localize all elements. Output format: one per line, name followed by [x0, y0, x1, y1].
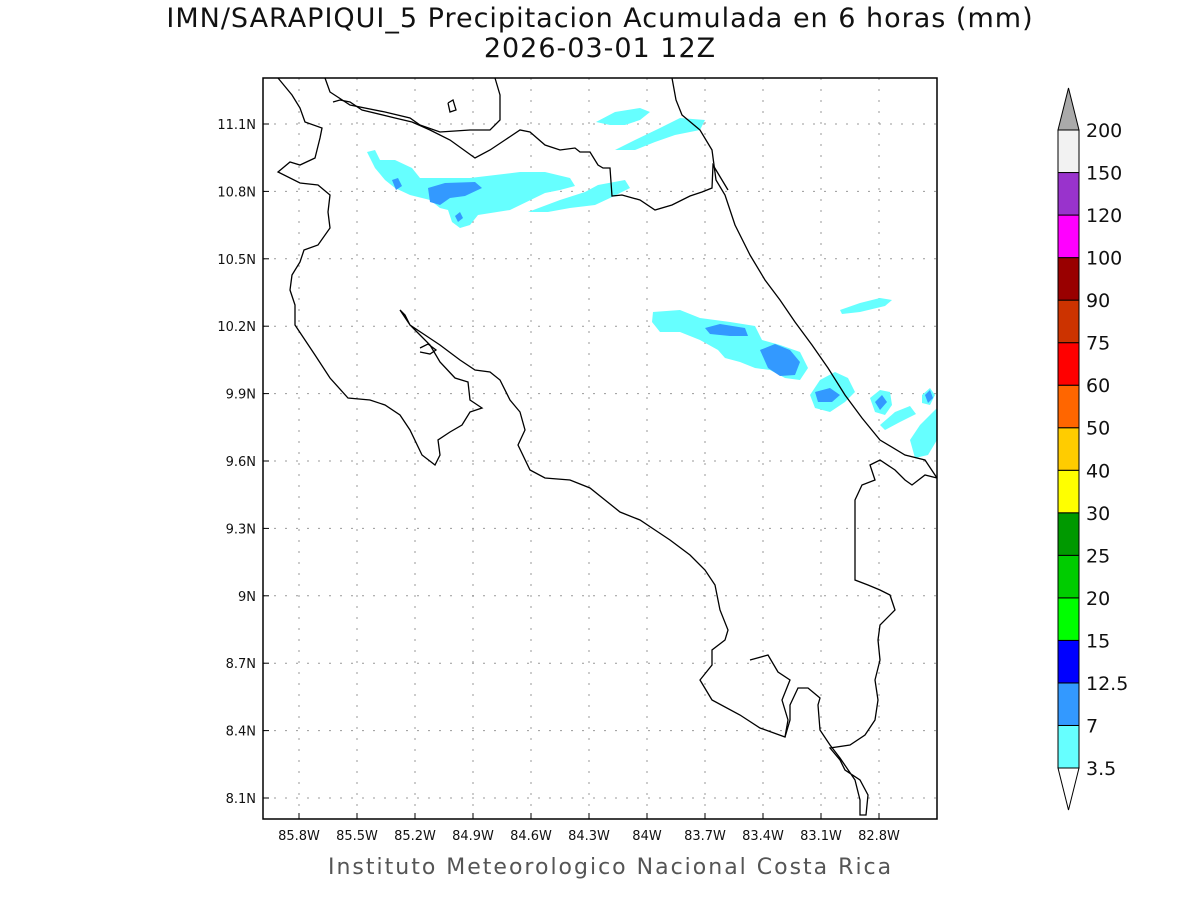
colorbar-label: 7 [1086, 715, 1098, 737]
colorbar-label: 30 [1086, 503, 1110, 525]
caribbean-coastline [671, 77, 938, 479]
lat-tick-label: 8.7N [226, 657, 256, 672]
precip-area-medium [705, 324, 748, 336]
colorbar-label: 12.5 [1086, 673, 1128, 695]
longitude-ticks: 85.8W 85.5W 85.2W 84.9W 84.6W 84.3W 84W 83.7W 83… [278, 813, 900, 844]
colorbar-label: 75 [1086, 333, 1110, 355]
colorbar-label: 200 [1086, 120, 1122, 142]
colorbar-swatch [1057, 639, 1080, 684]
lon-tick-label: 84.9W [452, 829, 494, 844]
colorbar-label: 3.5 [1086, 758, 1116, 780]
colorbar-label: 50 [1086, 418, 1110, 440]
lat-tick-label: 9.9N [226, 388, 256, 403]
chart-subtitle: 2026-03-01 12Z [483, 33, 717, 64]
colorbar-swatch [1057, 597, 1080, 641]
lon-tick-label: 84W [632, 829, 662, 844]
lon-tick-label: 82.8W [858, 829, 900, 844]
colorbar-swatch [1057, 554, 1080, 599]
lon-tick-label: 85.5W [336, 829, 378, 844]
lat-tick-label: 8.1N [226, 792, 256, 807]
precip-area-light [615, 118, 705, 150]
precip-area-medium [760, 344, 800, 376]
precip-area-medium [428, 182, 482, 205]
colorbar-swatch [1057, 512, 1080, 556]
precip-area-light [528, 180, 630, 212]
precip-area-medium [815, 388, 840, 402]
precip-area-light [840, 298, 892, 314]
precip-area-medium [875, 395, 887, 410]
colorbar-swatch [1057, 724, 1080, 769]
precip-area-light [880, 406, 916, 430]
lon-tick-label: 83.4W [742, 829, 784, 844]
colorbar-swatch [1057, 384, 1080, 429]
precip-area-light [596, 108, 650, 125]
colorbar-label: 100 [1086, 248, 1122, 270]
precipitation-areas [367, 108, 937, 458]
colorbar-label: 20 [1086, 588, 1110, 610]
coastlines [276, 77, 938, 816]
colorbar-label: 15 [1086, 630, 1110, 652]
footer-credit: Instituto Meteorologico Nacional Costa R… [328, 855, 894, 880]
lat-tick-label: 9.6N [226, 455, 256, 470]
lon-tick-label: 83.1W [800, 829, 842, 844]
colorbar-label: 150 [1086, 163, 1122, 185]
latitude-ticks: 11.1N 10.8N 10.5N 10.2N 9.9N 9.6N 9.3N 9N 8.7N 8.… [217, 118, 269, 807]
precip-area-medium [925, 390, 933, 403]
colorbar-label: 25 [1086, 545, 1110, 567]
lon-tick-label: 84.6W [510, 829, 552, 844]
osa-peninsula [749, 654, 791, 738]
colorbar-label: 60 [1086, 375, 1110, 397]
precip-area-medium [455, 212, 463, 222]
lon-tick-label: 83.7W [684, 829, 726, 844]
colorbar-swatch [1057, 257, 1080, 301]
map-frame [262, 77, 938, 820]
colorbar-label: 90 [1086, 290, 1110, 312]
lat-tick-label: 10.2N [217, 320, 256, 335]
colorbar-swatch [1057, 214, 1080, 259]
lat-tick-label: 11.1N [217, 118, 256, 133]
pacific-coastline [276, 77, 938, 816]
northern-border [332, 99, 729, 211]
colorbar-swatch [1057, 682, 1080, 726]
lat-tick-label: 9.3N [226, 522, 256, 537]
colorbar: 3.5 7 12.5 15 20 25 30 40 50 60 75 90 100 120 150 200 [1057, 87, 1128, 811]
island-outline [447, 99, 457, 113]
lat-tick-label: 9N [238, 590, 256, 605]
colorbar-over-triangle [1057, 87, 1080, 131]
lon-tick-label: 85.8W [278, 829, 320, 844]
chart-title: IMN/SARAPIQUI_5 Precipitacion Acumulada … [166, 3, 1034, 34]
lat-tick-label: 10.5N [217, 253, 256, 268]
colorbar-swatch [1057, 172, 1080, 216]
lat-tick-label: 8.4N [226, 725, 256, 740]
colorbar-swatch [1057, 129, 1080, 174]
colorbar-swatch [1057, 427, 1080, 471]
colorbar-swatch [1057, 342, 1080, 386]
colorbar-label: 120 [1086, 205, 1122, 227]
gulf-island-outline [419, 343, 438, 355]
colorbar-label: 40 [1086, 460, 1110, 482]
colorbar-swatch [1057, 469, 1080, 514]
precip-area-light [910, 408, 937, 458]
lon-tick-label: 85.2W [394, 829, 436, 844]
colorbar-swatch [1057, 299, 1080, 344]
colorbar-under-triangle [1057, 767, 1080, 811]
precip-area-medium [392, 178, 402, 190]
lat-tick-label: 10.8N [217, 185, 256, 200]
lake-shore [324, 77, 501, 133]
lon-tick-label: 84.3W [568, 829, 610, 844]
